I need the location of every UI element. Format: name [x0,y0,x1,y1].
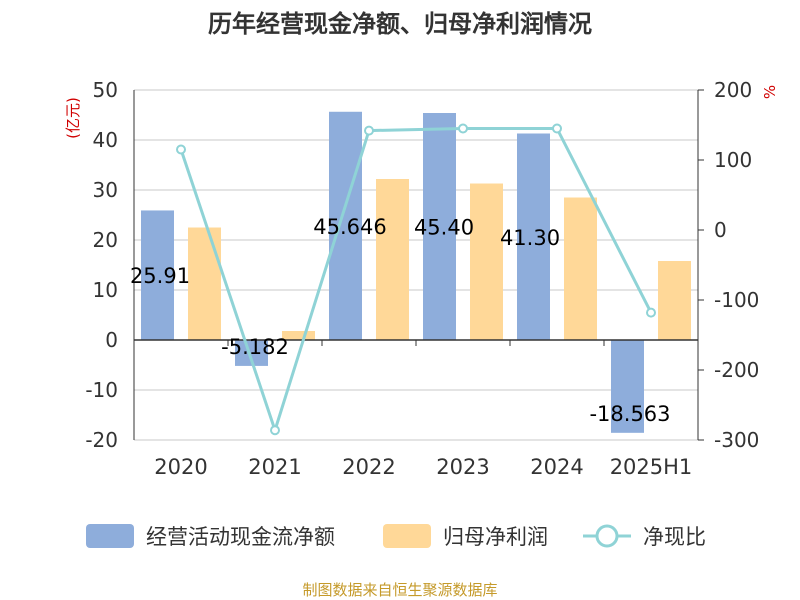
bar-profit [188,227,221,340]
bar-series [141,111,691,433]
left-tick-label: 10 [93,278,118,302]
bar-cashflow [423,113,456,340]
right-axis-unit: % [761,85,779,99]
x-tick-label: 2021 [248,455,301,479]
chart-title: 历年经营现金净额、归母净利润情况 [208,10,592,38]
source-note: 制图数据来自恒生聚源数据库 [302,581,497,599]
left-tick-label: 40 [93,128,118,152]
left-axis-unit: (亿元) [64,97,82,139]
right-tick-label: -200 [714,358,759,382]
bar-profit [282,331,315,340]
data-label: 41.30 [500,226,560,250]
data-label: -18.563 [589,402,670,426]
data-label: -5.182 [221,335,289,359]
data-labels: 25.91 -5.182 45.646 45.40 41.30 -18.563 [130,215,671,426]
axes: 50403020100-10-202001000-100-200-3002020… [85,78,759,479]
left-tick-label: 50 [93,78,118,102]
right-tick-label: 200 [714,78,752,102]
bar-profit [470,183,503,340]
right-tick-label: 100 [714,148,752,172]
data-label: 45.646 [313,215,386,239]
x-tick-label: 2024 [530,455,583,479]
legend-label-ratio: 净现比 [643,525,706,549]
bar-cashflow [611,340,644,433]
legend-swatch-cashflow [86,524,134,548]
ratio-point [646,307,656,318]
x-tick-label: 2022 [342,455,395,479]
ratio-point [458,123,468,134]
bar-cashflow [141,210,174,340]
left-tick-label: -10 [85,378,118,402]
bar-profit [564,197,597,340]
bar-profit [658,261,691,340]
ratio-point [364,125,374,136]
bar-cashflow [329,111,362,341]
ratio-point [270,425,280,436]
right-tick-label: -100 [714,288,759,312]
left-tick-label: -20 [85,428,118,452]
right-tick-label: -300 [714,428,759,452]
legend-swatch-profit [383,524,431,548]
legend-swatch-ratio-marker [595,524,619,548]
line-series [176,123,656,436]
bar-profit [376,179,409,340]
x-tick-label: 2025H1 [610,455,693,479]
ratio-point [552,123,562,134]
legend: 经营活动现金流净额 归母净利润 净现比 [86,524,706,549]
bar-cashflow [517,133,550,340]
data-label: 25.91 [130,264,190,288]
left-tick-label: 0 [105,328,118,352]
data-label: 45.40 [414,216,474,240]
legend-label-profit: 归母净利润 [443,525,548,549]
x-tick-label: 2023 [436,455,489,479]
x-tick-label: 2020 [154,455,207,479]
left-tick-label: 30 [93,178,118,202]
ratio-line [179,127,653,436]
right-tick-label: 0 [714,218,727,242]
ratio-point [176,144,186,155]
left-tick-label: 20 [93,228,118,252]
legend-label-cashflow: 经营活动现金流净额 [146,525,335,549]
